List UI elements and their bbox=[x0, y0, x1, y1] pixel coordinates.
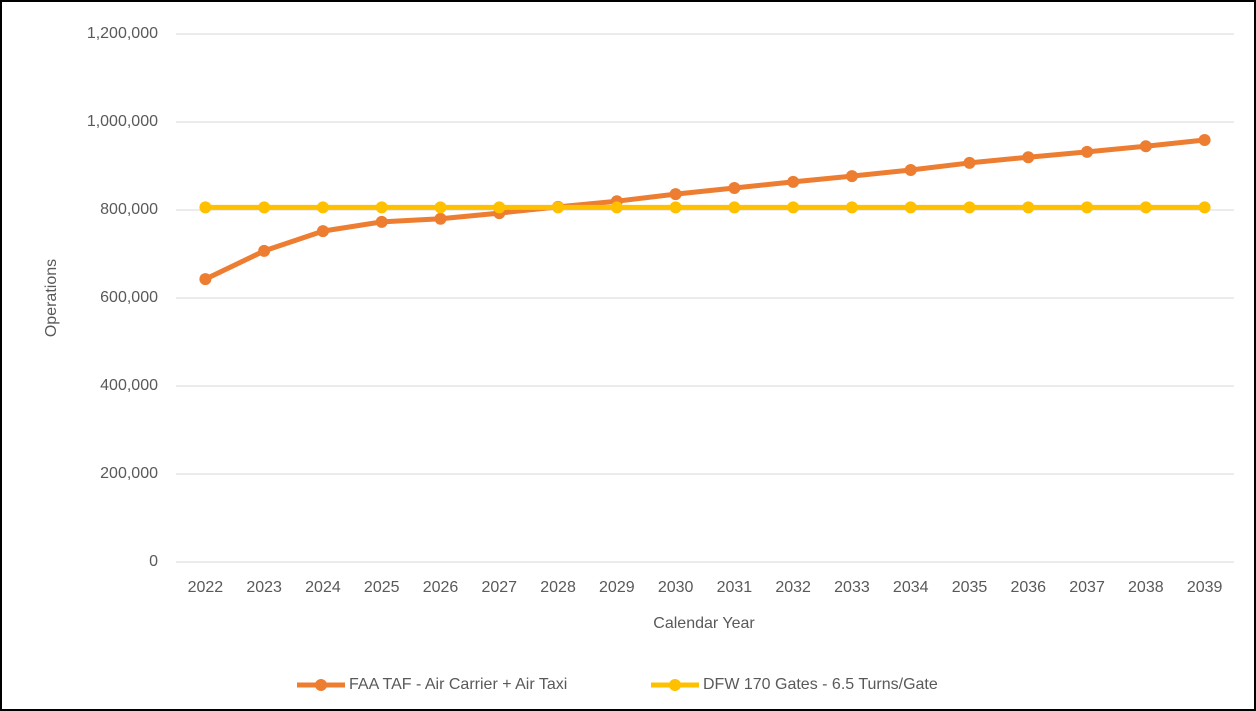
legend-marker bbox=[669, 679, 681, 691]
x-tick-label: 2036 bbox=[1010, 579, 1046, 596]
data-point bbox=[963, 156, 976, 169]
x-tick-label: 2023 bbox=[246, 579, 282, 596]
data-point bbox=[787, 201, 800, 214]
data-point bbox=[199, 273, 212, 286]
data-point bbox=[316, 201, 329, 214]
data-point bbox=[1139, 201, 1152, 214]
data-point bbox=[1081, 145, 1094, 158]
x-tick-label: 2029 bbox=[599, 579, 635, 596]
y-tick-label: 600,000 bbox=[100, 289, 158, 306]
x-tick-label: 2034 bbox=[893, 579, 929, 596]
data-point bbox=[316, 225, 329, 238]
data-point bbox=[434, 212, 447, 225]
data-point bbox=[669, 188, 682, 201]
x-tick-label: 2032 bbox=[775, 579, 811, 596]
data-point bbox=[375, 215, 388, 228]
x-tick-label: 2025 bbox=[364, 579, 400, 596]
x-tick-label: 2024 bbox=[305, 579, 341, 596]
data-point bbox=[493, 201, 506, 214]
y-tick-label: 1,000,000 bbox=[87, 113, 158, 130]
legend-marker bbox=[315, 679, 327, 691]
x-tick-label: 2022 bbox=[188, 579, 224, 596]
x-tick-label: 2028 bbox=[540, 579, 576, 596]
y-axis-label: Operations bbox=[43, 259, 60, 337]
x-tick-label: 2038 bbox=[1128, 579, 1164, 596]
data-point bbox=[728, 182, 741, 194]
data-point bbox=[904, 163, 917, 176]
y-tick-label: 1,200,000 bbox=[87, 25, 158, 42]
data-point bbox=[375, 201, 388, 214]
data-point bbox=[434, 201, 447, 214]
data-point bbox=[1022, 151, 1035, 164]
x-tick-label: 2033 bbox=[834, 579, 870, 596]
data-point bbox=[1198, 201, 1211, 214]
x-tick-label: 2030 bbox=[658, 579, 694, 596]
legend-label: FAA TAF - Air Carrier + Air Taxi bbox=[349, 676, 567, 693]
series-line bbox=[204, 137, 1205, 282]
data-point bbox=[1022, 201, 1035, 214]
data-point bbox=[552, 201, 565, 214]
data-point bbox=[1081, 201, 1094, 214]
x-tick-label: 2037 bbox=[1069, 579, 1105, 596]
x-axis-label: Calendar Year bbox=[653, 615, 755, 632]
x-tick-label: 2039 bbox=[1187, 579, 1223, 596]
data-point bbox=[610, 201, 623, 214]
y-tick-label: 0 bbox=[149, 553, 158, 570]
data-point bbox=[258, 244, 271, 257]
data-point bbox=[1198, 134, 1211, 147]
data-point bbox=[787, 175, 800, 188]
data-point bbox=[1139, 140, 1152, 153]
data-point bbox=[845, 170, 858, 183]
data-point bbox=[728, 201, 741, 214]
data-point bbox=[845, 201, 858, 214]
data-point bbox=[963, 201, 976, 214]
legend-label: DFW 170 Gates - 6.5 Turns/Gate bbox=[703, 676, 938, 693]
data-point bbox=[669, 201, 682, 214]
data-point bbox=[258, 201, 271, 214]
x-tick-label: 2031 bbox=[717, 579, 753, 596]
x-tick-label: 2027 bbox=[481, 579, 517, 596]
data-point bbox=[199, 201, 212, 214]
data-point bbox=[904, 201, 917, 214]
x-tick-label: 2035 bbox=[952, 579, 988, 596]
y-tick-label: 200,000 bbox=[100, 465, 158, 482]
y-tick-label: 400,000 bbox=[100, 377, 158, 394]
x-tick-label: 2026 bbox=[423, 579, 459, 596]
y-tick-label: 800,000 bbox=[100, 201, 158, 218]
